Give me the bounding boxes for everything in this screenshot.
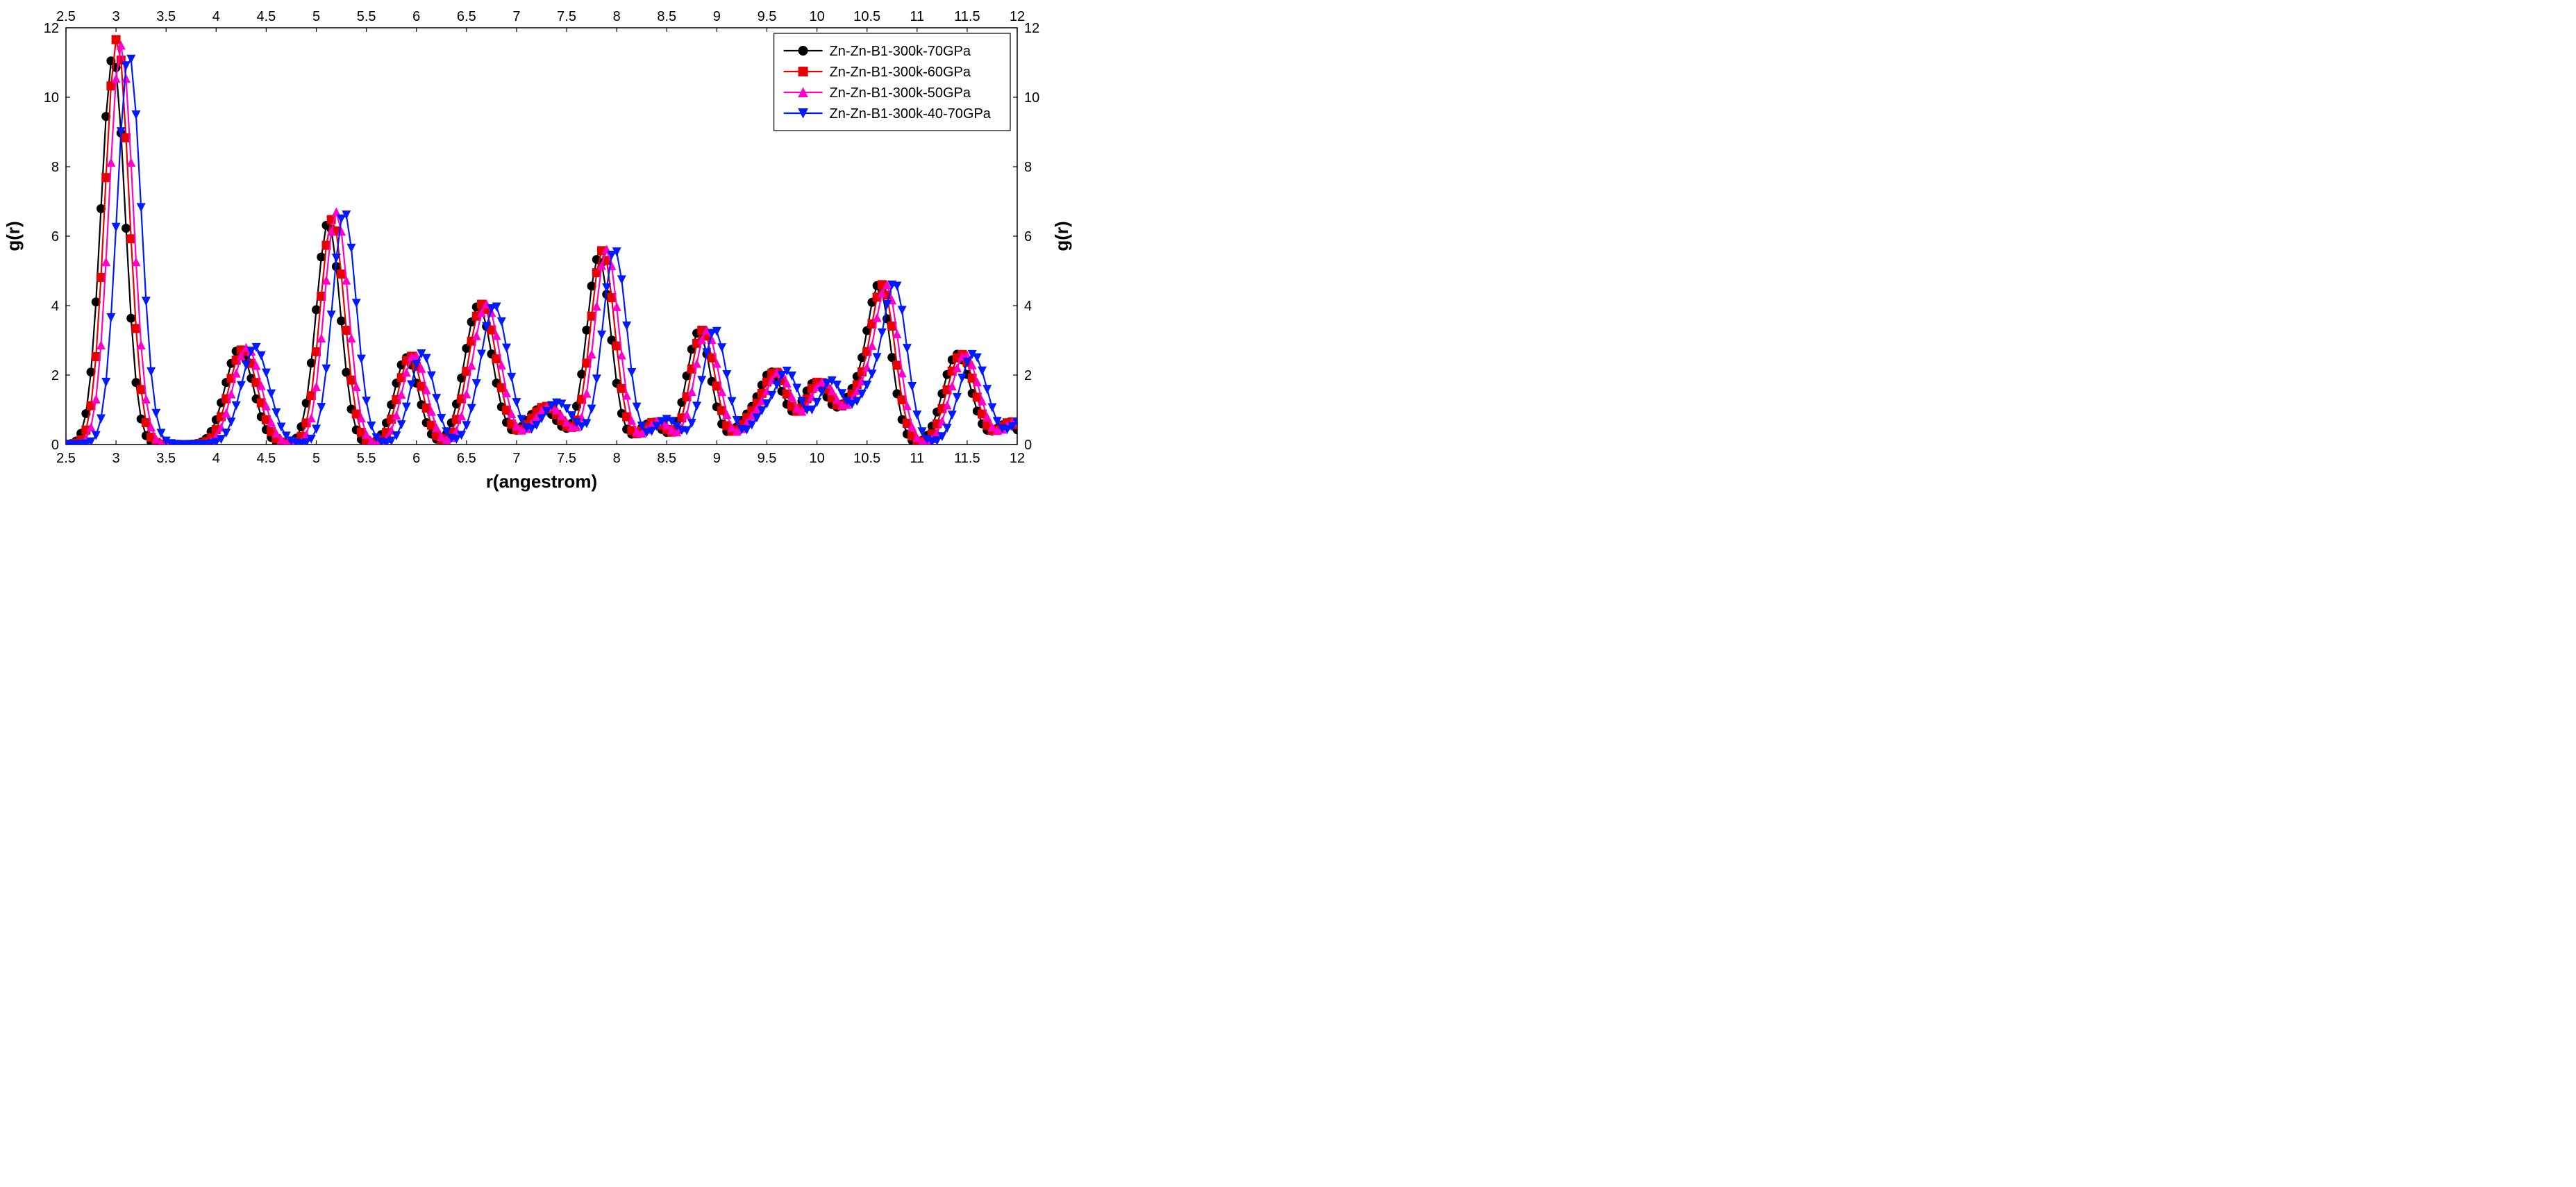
x-tick-label: 11.5: [954, 451, 980, 466]
series-marker-s60: [347, 376, 356, 385]
x-tick-label: 3: [112, 451, 120, 466]
x-axis-label: r(angestrom): [486, 471, 597, 492]
x-tick-label: 6.5: [457, 451, 476, 466]
y-tick-label: 2: [51, 368, 59, 383]
y-tick-label-right: 10: [1024, 90, 1039, 106]
y-tick-label: 10: [44, 90, 59, 106]
x-tick-label-top: 9.5: [758, 9, 777, 24]
x-tick-label-top: 7: [512, 9, 520, 24]
x-tick-label: 7: [512, 451, 520, 466]
x-tick-label: 5: [312, 451, 320, 466]
legend-entry-label: Zn-Zn-B1-300k-50GPa: [830, 85, 971, 101]
y-tick-label-right: 0: [1024, 438, 1032, 453]
y-tick-label: 8: [51, 160, 59, 175]
x-tick-label: 2.5: [56, 451, 76, 466]
legend: Zn-Zn-B1-300k-70GPa Zn-Zn-B1-300k-60GPa Zn…: [774, 33, 1010, 131]
x-tick-label: 12: [1010, 451, 1025, 466]
y-tick-label-right: 6: [1024, 229, 1032, 244]
x-tick-label-top: 7.5: [557, 9, 576, 24]
y-tick-label: 12: [44, 21, 59, 36]
x-tick-label: 3.5: [156, 451, 176, 466]
x-tick-label-top: 10: [809, 9, 824, 24]
y-tick-label-right: 8: [1024, 160, 1032, 175]
x-tick-label-top: 9: [713, 9, 721, 24]
x-tick-label-top: 3.5: [156, 9, 176, 24]
legend-marker-icon: [798, 67, 808, 76]
legend-entry-label: Zn-Zn-B1-300k-70GPa: [830, 44, 971, 59]
series-marker-s60: [337, 269, 346, 279]
series-marker-s70: [126, 314, 135, 323]
series-marker-s70: [122, 224, 131, 233]
y-tick-label: 0: [51, 438, 59, 453]
x-tick-label-top: 6.5: [457, 9, 476, 24]
x-tick-label-top: 3: [112, 9, 120, 24]
chart-svg: 2.5 2.5 3 3 3.5 3.5 4 4 4.5 4.5 5 5 5.5 5.5 6 6 6.5 6.5 7 7…: [0, 0, 1083, 500]
x-tick-label-top: 11: [910, 9, 924, 24]
y-tick-label: 4: [51, 299, 59, 314]
y-tick-label: 6: [51, 229, 59, 244]
x-tick-label-top: 12: [1010, 9, 1025, 24]
x-tick-label: 4.5: [257, 451, 276, 466]
x-tick-label: 4: [212, 451, 220, 466]
x-tick-label: 7.5: [557, 451, 576, 466]
x-tick-label: 11: [910, 451, 924, 466]
x-tick-label: 9.5: [758, 451, 777, 466]
x-tick-label-top: 8: [613, 9, 621, 24]
x-tick-label-top: 5.5: [357, 9, 376, 24]
x-tick-label-top: 4: [212, 9, 220, 24]
legend-entry-label: Zn-Zn-B1-300k-40-70GPa: [830, 106, 992, 122]
x-tick-label: 6: [412, 451, 420, 466]
y-tick-label-right: 2: [1024, 368, 1032, 383]
x-tick-label: 9: [713, 451, 721, 466]
series-marker-s60: [342, 326, 351, 335]
x-tick-label-top: 11.5: [954, 9, 980, 24]
legend-entry-label: Zn-Zn-B1-300k-60GPa: [830, 65, 971, 80]
x-tick-label-top: 4.5: [257, 9, 276, 24]
rdf-chart: 2.5 2.5 3 3 3.5 3.5 4 4 4.5 4.5 5 5 5.5 5.5 6 6 6.5 6.5 7 7…: [0, 0, 1083, 500]
y-axis-label-left: g(r): [3, 221, 24, 251]
x-tick-label-top: 5: [312, 9, 320, 24]
x-tick-label-top: 8.5: [657, 9, 676, 24]
x-tick-label: 10.5: [853, 451, 880, 466]
series-marker-s60: [101, 173, 110, 182]
x-tick-label: 10: [809, 451, 824, 466]
y-tick-label-right: 12: [1024, 21, 1039, 36]
y-axis-label-right: g(r): [1051, 221, 1072, 251]
x-tick-label: 5.5: [357, 451, 376, 466]
x-tick-label: 8.5: [657, 451, 676, 466]
x-tick-label-top: 10.5: [853, 9, 880, 24]
legend-marker-icon: [798, 47, 808, 56]
series-marker-s60: [112, 35, 121, 44]
x-tick-label-top: 2.5: [56, 9, 76, 24]
x-tick-label: 8: [613, 451, 621, 466]
x-tick-label-top: 6: [412, 9, 420, 24]
y-tick-label-right: 4: [1024, 299, 1032, 314]
